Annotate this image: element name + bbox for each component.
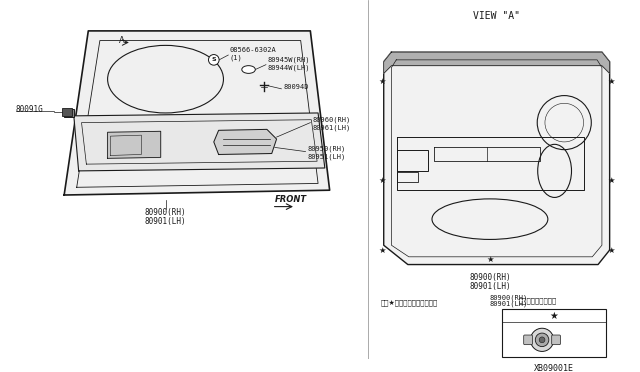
Text: 注）★印の部品は部品コード: 注）★印の部品は部品コード: [381, 299, 438, 305]
Text: FRONT: FRONT: [275, 195, 307, 204]
Text: ★: ★: [608, 246, 615, 254]
FancyBboxPatch shape: [62, 108, 72, 116]
Text: 80094D: 80094D: [284, 84, 309, 90]
Text: ★: ★: [608, 77, 615, 86]
Text: ★: ★: [378, 176, 385, 185]
Text: 80091G: 80091G: [16, 105, 44, 113]
Text: 80950(RH): 80950(RH): [307, 145, 346, 152]
Circle shape: [539, 337, 545, 343]
Text: (1): (1): [229, 55, 242, 61]
Text: ★: ★: [378, 77, 385, 86]
Text: 80945W(RH): 80945W(RH): [268, 57, 310, 63]
FancyBboxPatch shape: [502, 309, 606, 357]
Circle shape: [209, 55, 219, 65]
Circle shape: [531, 328, 554, 352]
Polygon shape: [64, 31, 330, 195]
Polygon shape: [108, 131, 161, 158]
Text: 80961(LH): 80961(LH): [312, 124, 351, 131]
Text: 80944W(LH): 80944W(LH): [268, 64, 310, 71]
Polygon shape: [214, 129, 276, 154]
Text: 08566-6302A: 08566-6302A: [229, 47, 276, 53]
FancyBboxPatch shape: [552, 335, 561, 345]
FancyBboxPatch shape: [524, 335, 532, 345]
Text: ★: ★: [549, 311, 558, 321]
Ellipse shape: [242, 65, 255, 73]
Text: 80900(RH): 80900(RH): [490, 294, 528, 301]
Text: S: S: [211, 57, 216, 62]
Text: A: A: [119, 36, 125, 45]
Text: ★: ★: [378, 246, 385, 254]
Text: VIEW "A": VIEW "A": [473, 12, 520, 22]
Text: 80951(LH): 80951(LH): [307, 153, 346, 160]
Text: 80900A: 80900A: [555, 320, 582, 329]
Polygon shape: [384, 52, 610, 264]
Text: 80900(RH): 80900(RH): [145, 208, 186, 217]
Text: の構成を示します。: の構成を示します。: [519, 297, 557, 304]
Polygon shape: [384, 52, 610, 73]
Circle shape: [535, 333, 549, 347]
Text: 80901(LH): 80901(LH): [490, 301, 528, 307]
Text: 80901(LH): 80901(LH): [145, 217, 186, 225]
FancyBboxPatch shape: [64, 109, 74, 117]
Text: 80960(RH): 80960(RH): [312, 116, 351, 123]
Polygon shape: [74, 113, 325, 171]
Text: ★: ★: [486, 255, 493, 264]
Text: XB09001E: XB09001E: [534, 364, 573, 372]
Text: 80900(RH): 80900(RH): [469, 273, 511, 282]
Text: ★: ★: [608, 176, 615, 185]
Text: 80901(LH): 80901(LH): [469, 282, 511, 291]
